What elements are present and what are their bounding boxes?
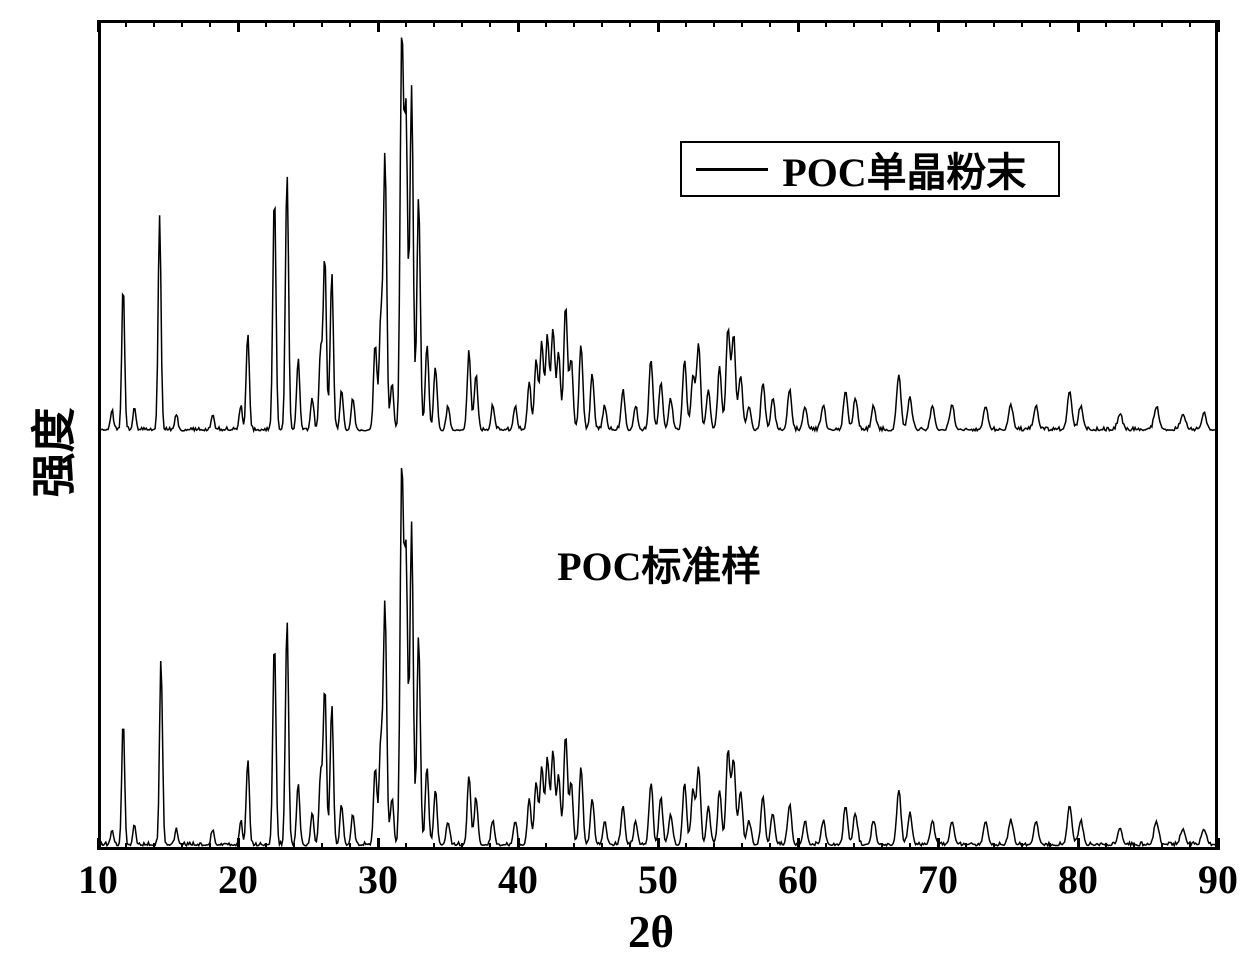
x-minor-tick: [1105, 20, 1107, 27]
x-minor-tick: [825, 20, 827, 27]
x-tick-label: 30: [358, 856, 398, 903]
x-minor-tick: [993, 843, 995, 850]
x-minor-tick: [461, 20, 463, 27]
x-minor-tick: [685, 20, 687, 27]
x-minor-tick: [153, 843, 155, 850]
x-minor-tick: [909, 20, 911, 27]
x-minor-tick: [713, 843, 715, 850]
xrd-trace: [98, 468, 1218, 846]
x-major-tick: [657, 838, 660, 850]
x-minor-tick: [1189, 843, 1191, 850]
x-minor-tick: [405, 20, 407, 27]
x-minor-tick: [545, 20, 547, 27]
x-major-tick: [377, 838, 380, 850]
x-minor-tick: [1161, 20, 1163, 27]
x-minor-tick: [601, 843, 603, 850]
x-minor-tick: [321, 20, 323, 27]
x-major-tick: [937, 838, 940, 850]
x-minor-tick: [545, 843, 547, 850]
x-minor-tick: [349, 20, 351, 27]
x-minor-tick: [181, 843, 183, 850]
x-minor-tick: [601, 20, 603, 27]
x-major-tick: [1077, 20, 1080, 32]
x-minor-tick: [769, 20, 771, 27]
xrd-trace: [98, 38, 1218, 431]
x-minor-tick: [461, 843, 463, 850]
x-minor-tick: [909, 843, 911, 850]
x-major-tick: [657, 20, 660, 32]
x-minor-tick: [489, 843, 491, 850]
x-minor-tick: [965, 843, 967, 850]
x-minor-tick: [1049, 843, 1051, 850]
x-minor-tick: [629, 843, 631, 850]
x-major-tick: [97, 20, 100, 32]
x-minor-tick: [741, 843, 743, 850]
x-minor-tick: [405, 843, 407, 850]
x-tick-label: 90: [1198, 856, 1238, 903]
x-major-tick: [517, 838, 520, 850]
x-minor-tick: [741, 20, 743, 27]
x-minor-tick: [881, 20, 883, 27]
x-minor-tick: [1133, 20, 1135, 27]
x-minor-tick: [853, 20, 855, 27]
x-minor-tick: [1021, 843, 1023, 850]
x-major-tick: [237, 838, 240, 850]
x-tick-label: 60: [778, 856, 818, 903]
x-minor-tick: [965, 20, 967, 27]
x-major-tick: [1077, 838, 1080, 850]
x-minor-tick: [1161, 843, 1163, 850]
legend-line: [696, 168, 768, 171]
x-axis-label: 2θ: [628, 906, 674, 958]
x-tick-label: 50: [638, 856, 678, 903]
x-tick-label: 10: [78, 856, 118, 903]
x-minor-tick: [265, 843, 267, 850]
legend-box: POC单晶粉末: [680, 141, 1060, 197]
x-minor-tick: [293, 20, 295, 27]
x-minor-tick: [1021, 20, 1023, 27]
x-tick-label: 20: [218, 856, 258, 903]
x-minor-tick: [1049, 20, 1051, 27]
inline-label-standard: POC标准样: [557, 535, 761, 592]
x-major-tick: [1217, 838, 1220, 850]
x-tick-label: 70: [918, 856, 958, 903]
xrd-figure: 强度 102030405060708090 2θ POC单晶粉末 POC标准样: [0, 0, 1240, 966]
x-minor-tick: [881, 843, 883, 850]
x-minor-tick: [349, 843, 351, 850]
x-minor-tick: [853, 843, 855, 850]
x-minor-tick: [713, 20, 715, 27]
x-major-tick: [937, 20, 940, 32]
x-minor-tick: [825, 843, 827, 850]
x-minor-tick: [685, 843, 687, 850]
x-minor-tick: [993, 20, 995, 27]
x-major-tick: [1217, 20, 1220, 32]
x-minor-tick: [321, 843, 323, 850]
x-minor-tick: [181, 20, 183, 27]
x-major-tick: [97, 838, 100, 850]
x-major-tick: [377, 20, 380, 32]
x-minor-tick: [489, 20, 491, 27]
x-minor-tick: [293, 843, 295, 850]
x-minor-tick: [433, 843, 435, 850]
x-minor-tick: [1189, 20, 1191, 27]
x-minor-tick: [209, 843, 211, 850]
legend-text: POC单晶粉末: [782, 141, 1026, 198]
x-major-tick: [797, 20, 800, 32]
x-minor-tick: [153, 20, 155, 27]
x-minor-tick: [125, 20, 127, 27]
x-minor-tick: [573, 20, 575, 27]
x-minor-tick: [209, 20, 211, 27]
x-tick-label: 80: [1058, 856, 1098, 903]
x-major-tick: [237, 20, 240, 32]
x-minor-tick: [629, 20, 631, 27]
x-minor-tick: [125, 843, 127, 850]
x-minor-tick: [769, 843, 771, 850]
x-minor-tick: [1105, 843, 1107, 850]
x-tick-label: 40: [498, 856, 538, 903]
x-minor-tick: [1133, 843, 1135, 850]
x-major-tick: [797, 838, 800, 850]
x-minor-tick: [265, 20, 267, 27]
x-major-tick: [517, 20, 520, 32]
x-minor-tick: [433, 20, 435, 27]
x-minor-tick: [573, 843, 575, 850]
